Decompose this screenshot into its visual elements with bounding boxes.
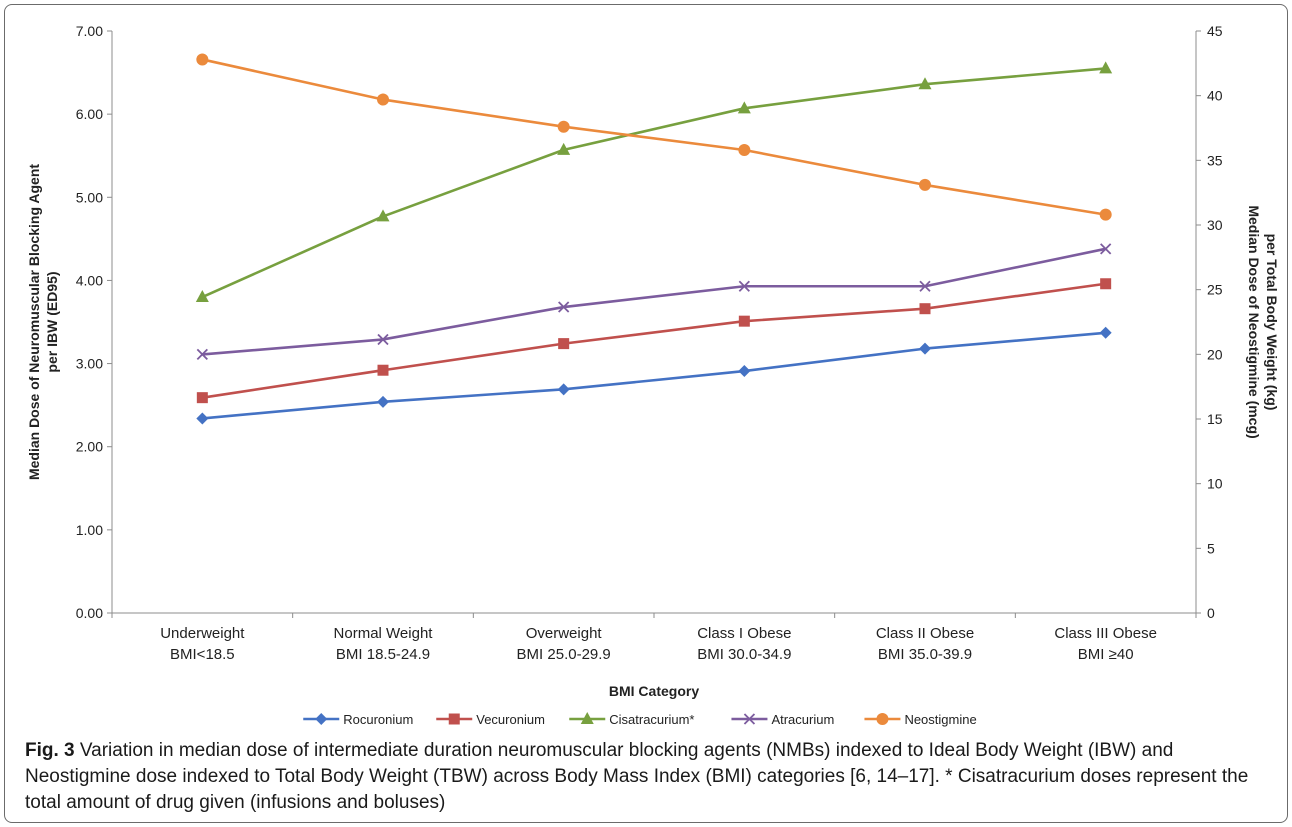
y-axis-title-left: Median Dose of Neuromuscular Blocking Ag… <box>26 164 42 480</box>
data-point-vecuronium <box>919 303 931 315</box>
x-tick-label: Class II Obese <box>876 625 974 642</box>
legend-item-neostigmine: Neostigmine <box>864 712 977 727</box>
figure-frame: 0.00 1.00 2.00 3.00 4.00 5.00 6.00 7.00 0 5 10 15 20… <box>4 4 1288 823</box>
data-point-atracurium <box>1100 243 1112 255</box>
data-point-vecuronium <box>558 338 570 350</box>
legend-item-atracurium: Atracurium <box>731 712 834 727</box>
x-tick-label: Overweight <box>526 625 603 642</box>
data-point-rocuronium <box>919 342 931 355</box>
right-tick-label: 10 <box>1207 476 1223 492</box>
y-axis-title-right: per Total Body Weight (kg) <box>1264 234 1280 411</box>
right-tick-label: 25 <box>1207 282 1223 298</box>
right-tick-label: 30 <box>1207 217 1223 233</box>
left-tick-label: 4.00 <box>76 272 103 288</box>
series-line-vecuronium <box>202 282 1106 399</box>
data-point-vecuronium <box>1100 278 1112 290</box>
legend-label: Atracurium <box>771 712 834 727</box>
legend-marker <box>876 713 889 725</box>
legend-marker <box>743 713 756 725</box>
series-markers <box>195 53 1113 425</box>
x-tick-label: BMI<18.5 <box>170 646 235 663</box>
legend-label: Rocuronium <box>343 712 413 727</box>
data-point-cisatracurium <box>918 77 932 90</box>
caption-label: Fig. 3 <box>25 740 75 761</box>
x-axis-title: BMI Category <box>609 683 699 699</box>
x-tick-label: Underweight <box>160 625 245 642</box>
legend-label: Vecuronium <box>476 712 545 727</box>
right-tick-label: 15 <box>1207 411 1223 427</box>
series-lines <box>201 58 1106 420</box>
legend-item-vecuronium: Vecuronium <box>436 712 545 727</box>
data-point-atracurium <box>196 348 208 361</box>
data-point-neostigmine <box>557 120 570 133</box>
right-tick-label: 5 <box>1207 540 1215 556</box>
data-point-atracurium <box>377 333 389 346</box>
data-point-rocuronium <box>557 383 570 396</box>
data-point-atracurium <box>558 301 570 313</box>
right-tick-label: 20 <box>1207 346 1223 362</box>
data-point-rocuronium <box>196 412 209 425</box>
series-line-atracurium <box>202 247 1106 356</box>
left-tick-label: 3.00 <box>76 356 103 372</box>
data-point-rocuronium <box>1099 326 1112 339</box>
left-tick-label: 2.00 <box>76 439 103 455</box>
x-tick-label: BMI ≥40 <box>1078 646 1134 663</box>
data-point-neostigmine <box>919 178 931 191</box>
data-point-cisatracurium <box>376 209 390 222</box>
data-point-vecuronium <box>377 364 389 376</box>
data-point-rocuronium <box>738 365 751 378</box>
legend-marker <box>580 712 594 724</box>
x-tick-label: BMI 18.5-24.9 <box>336 646 430 663</box>
x-tick-label: BMI 35.0-39.9 <box>878 646 972 663</box>
right-tick-label: 0 <box>1207 605 1215 621</box>
left-tick-label: 6.00 <box>76 106 103 122</box>
legend-label: Neostigmine <box>904 712 976 727</box>
line-chart: 0.00 1.00 2.00 3.00 4.00 5.00 6.00 7.00 0 5 10 15 20… <box>26 23 1280 727</box>
data-point-cisatracurium <box>195 290 209 303</box>
left-tick-label: 5.00 <box>76 189 103 205</box>
legend-marker <box>448 713 460 725</box>
data-point-vecuronium <box>196 392 208 404</box>
data-point-atracurium <box>919 280 931 292</box>
caption-text: Variation in median dose of intermediate… <box>25 740 1249 813</box>
right-tick-label: 45 <box>1207 23 1223 39</box>
x-tick-label: Class III Obese <box>1054 625 1157 642</box>
data-point-neostigmine <box>738 143 751 156</box>
x-tick-label: Class I Obese <box>697 625 791 642</box>
legend: Rocuronium Vecuronium Cisatracurium* Atracu… <box>303 712 977 727</box>
data-point-cisatracurium <box>557 142 571 155</box>
y-axis-title-right: Median Dose of Neostigmine (mcg) <box>1246 205 1262 438</box>
figure-caption: Fig. 3 Variation in median dose of inter… <box>25 738 1280 816</box>
axes: 0.00 1.00 2.00 3.00 4.00 5.00 6.00 7.00 0 5 10 15 20… <box>26 23 1280 699</box>
legend-item-cisatracurium: Cisatracurium* <box>569 712 695 727</box>
data-point-cisatracurium <box>737 101 751 114</box>
right-tick-label: 35 <box>1207 152 1223 168</box>
data-point-cisatracurium <box>1099 61 1113 74</box>
legend-item-rocuronium: Rocuronium <box>303 712 413 727</box>
series-line-rocuronium <box>202 331 1106 420</box>
data-point-rocuronium <box>377 395 389 408</box>
y-axis-title-left: per IBW (ED95) <box>44 271 60 372</box>
data-point-atracurium <box>738 280 750 292</box>
left-tick-label: 0.00 <box>76 605 103 621</box>
left-tick-label: 7.00 <box>76 23 103 39</box>
legend-label: Cisatracurium* <box>609 712 694 727</box>
data-point-neostigmine <box>377 93 389 106</box>
legend-marker <box>315 713 328 725</box>
x-tick-label: Normal Weight <box>334 625 434 642</box>
data-point-neostigmine <box>196 53 209 66</box>
x-tick-label: BMI 30.0-34.9 <box>697 646 791 663</box>
series-line-cisatracurium <box>201 67 1106 299</box>
right-tick-label: 40 <box>1207 88 1223 104</box>
x-tick-label: BMI 25.0-29.9 <box>517 646 611 663</box>
data-point-neostigmine <box>1099 208 1112 221</box>
data-point-vecuronium <box>738 315 750 327</box>
left-tick-label: 1.00 <box>76 522 103 538</box>
series-line-neostigmine <box>202 58 1106 216</box>
